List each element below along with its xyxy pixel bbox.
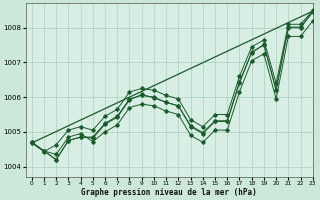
- X-axis label: Graphe pression niveau de la mer (hPa): Graphe pression niveau de la mer (hPa): [81, 188, 257, 197]
